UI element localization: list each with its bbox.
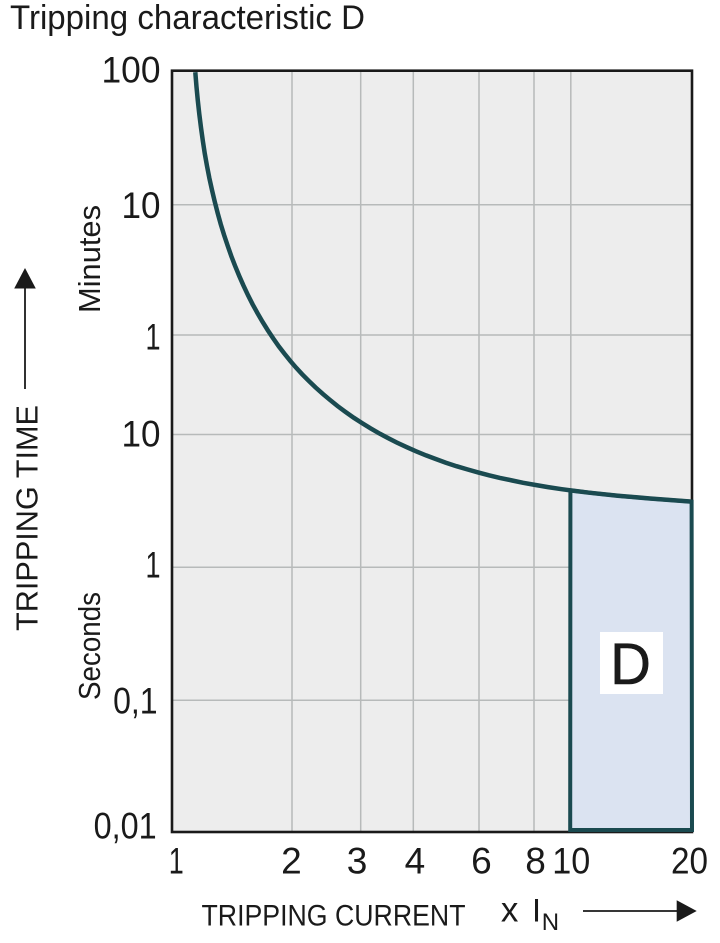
svg-text:2: 2 [281, 841, 302, 882]
svg-text:x: x [501, 891, 519, 930]
svg-text:Tripping characteristic D: Tripping characteristic D [10, 0, 365, 37]
svg-text:D: D [610, 632, 651, 697]
svg-text:Seconds: Seconds [72, 592, 107, 700]
svg-text:6: 6 [471, 841, 492, 882]
svg-text:1: 1 [146, 545, 161, 586]
svg-text:0,01: 0,01 [94, 806, 157, 847]
svg-text:TRIPPING TIME: TRIPPING TIME [10, 405, 45, 631]
svg-text:0,1: 0,1 [113, 681, 158, 722]
svg-text:N: N [542, 909, 559, 936]
svg-text:1: 1 [146, 317, 161, 358]
svg-text:8: 8 [525, 841, 546, 882]
svg-text:TRIPPING CURRENT: TRIPPING CURRENT [202, 899, 466, 932]
svg-text:20: 20 [671, 841, 708, 882]
svg-text:Minutes: Minutes [72, 205, 107, 313]
svg-text:I: I [532, 893, 541, 929]
svg-text:10: 10 [122, 414, 161, 455]
svg-text:100: 100 [102, 50, 161, 91]
svg-text:10: 10 [122, 185, 161, 226]
svg-text:10: 10 [552, 841, 590, 882]
svg-text:4: 4 [405, 841, 426, 882]
svg-text:3: 3 [347, 841, 368, 882]
svg-text:1: 1 [169, 841, 184, 882]
